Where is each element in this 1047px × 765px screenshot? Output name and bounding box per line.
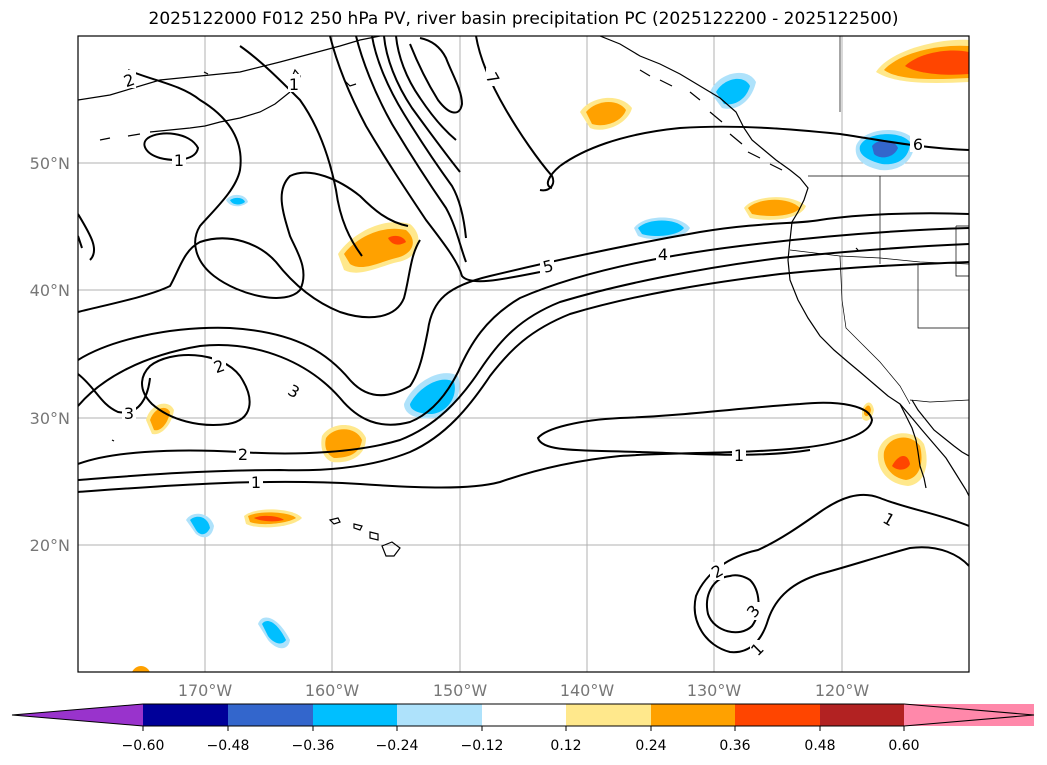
colorbar-tick: 0.60 <box>888 738 919 754</box>
positive-anomaly-alaska-gulf <box>580 97 632 130</box>
coastlines <box>78 36 969 557</box>
lon-label: 150°W <box>433 681 488 700</box>
contour-label: 1 <box>174 151 184 170</box>
gridlines <box>78 36 969 672</box>
plot-frame <box>77 35 970 673</box>
colorbar-extend-max <box>904 704 1034 726</box>
lat-label: 40°N <box>30 281 70 300</box>
contour-labels: 2 1 1 7 5 4 6 2 3 3 2 1 1 1 2 3 1 <box>121 68 924 660</box>
lat-label: 50°N <box>30 154 70 173</box>
lon-label: 130°W <box>687 681 742 700</box>
colorbar-tick: 0.12 <box>550 738 581 754</box>
colorbar: −0.60 −0.48 −0.36 −0.24 −0.12 0.12 0.24 … <box>11 703 1035 754</box>
colorbar-tick: −0.12 <box>461 738 504 754</box>
negative-anomaly-bc-coast <box>855 129 915 171</box>
latitude-labels: 50°N 40°N 30°N 20°N <box>30 154 70 555</box>
positive-anomaly-pnw <box>744 197 806 220</box>
lat-label: 30°N <box>30 409 70 428</box>
colorbar-tick: −0.36 <box>292 738 335 754</box>
longitude-labels: 170°W 160°W 150°W 140°W 130°W 120°W <box>178 681 870 700</box>
positive-anomaly-north-pacific <box>338 222 419 273</box>
negative-anomaly-central-pacific <box>404 373 460 419</box>
colorbar-segment <box>820 704 904 726</box>
colorbar-segment <box>566 704 651 726</box>
colorbar-segment <box>228 704 313 726</box>
map-title: 2025122000 F012 250 hPa PV, river basin … <box>148 9 899 29</box>
colorbar-segment <box>143 704 228 726</box>
positive-anomaly-hawaii-west <box>244 509 302 528</box>
pv-contour-1 <box>78 401 874 493</box>
colorbar-tick: −0.24 <box>376 738 419 754</box>
lon-label: 120°W <box>815 681 870 700</box>
colorbar-segment <box>313 704 397 726</box>
colorbar-segment <box>397 704 482 726</box>
contour-label: 2 <box>238 445 248 464</box>
lon-label: 140°W <box>560 681 615 700</box>
precip-anomaly-blobs <box>132 39 969 672</box>
pv-contours <box>78 36 969 654</box>
plot-area <box>78 36 969 672</box>
contour-label: 5 <box>541 256 555 277</box>
contour-label: 1 <box>251 473 261 492</box>
colorbar-segment <box>482 704 566 726</box>
colorbar-tick: −0.48 <box>207 738 250 754</box>
colorbar-tick: 0.48 <box>804 738 835 754</box>
contour-label: 3 <box>124 404 134 423</box>
colorbar-segment <box>735 704 820 726</box>
colorbar-segment <box>651 704 735 726</box>
contour-label: 4 <box>658 245 668 264</box>
colorbar-tick: −0.60 <box>122 738 165 754</box>
lon-label: 160°W <box>305 681 360 700</box>
negative-anomaly-tropics <box>258 617 290 649</box>
negative-anomaly-northeast-pacific <box>634 217 690 240</box>
positive-anomaly-baja <box>877 433 927 486</box>
negative-anomaly-west-subtropics <box>186 513 214 538</box>
colorbar-extend-min <box>12 704 143 726</box>
contour-label: 6 <box>913 135 923 154</box>
contour-label: 1 <box>734 446 744 465</box>
lon-label: 170°W <box>178 681 233 700</box>
colorbar-tick: 0.36 <box>719 738 750 754</box>
contour-label: 1 <box>289 75 299 94</box>
lat-label: 20°N <box>30 536 70 555</box>
colorbar-tick: 0.24 <box>635 738 666 754</box>
positive-anomaly-ne-corner <box>876 39 969 83</box>
